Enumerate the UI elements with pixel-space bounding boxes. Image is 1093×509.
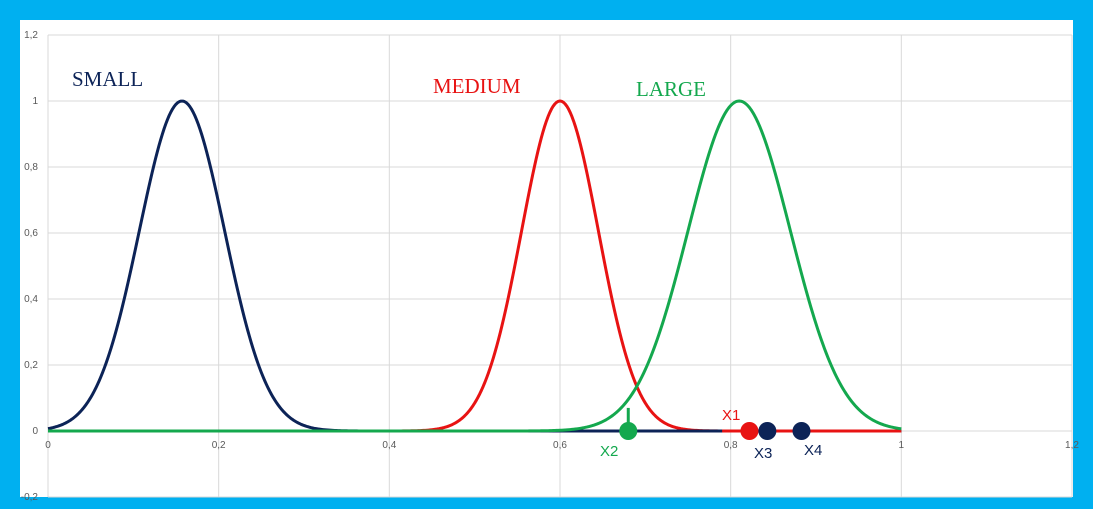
x-tick-label: 0,8 bbox=[724, 440, 738, 451]
y-tick-label: 0,2 bbox=[24, 360, 38, 371]
y-tick-label: -0,2 bbox=[21, 492, 39, 503]
y-tick-label: 1,2 bbox=[24, 30, 38, 41]
x-tick-label: 0,2 bbox=[212, 440, 226, 451]
point-label-x3: X3 bbox=[754, 445, 772, 462]
point-x3 bbox=[758, 422, 777, 440]
series-line-large bbox=[48, 99, 902, 433]
x-tick-label: 0,4 bbox=[382, 440, 396, 451]
series-label-medium: MEDIUM bbox=[433, 74, 521, 98]
point-x1 bbox=[740, 422, 759, 440]
y-tick-label: 1 bbox=[32, 96, 38, 107]
tick-labels: -0,2 0 0,2 0,4 0,6 0,8 1 1,2 0 0,2 0,4 0,6 0,8 1 1,2 bbox=[21, 30, 1080, 503]
point-label-x4: X4 bbox=[804, 442, 822, 459]
point-x4 bbox=[792, 422, 811, 440]
series-label-large: LARGE bbox=[636, 77, 706, 101]
y-tick-label: 0 bbox=[32, 426, 38, 437]
y-tick-label: 0,8 bbox=[24, 162, 38, 173]
point-label-x2: X2 bbox=[600, 443, 618, 460]
x-tick-label: 0,6 bbox=[553, 440, 567, 451]
x-tick-label: 0 bbox=[45, 440, 51, 451]
y-tick-label: 0,4 bbox=[24, 294, 38, 305]
x-tick-label: 1 bbox=[899, 440, 905, 451]
plot-area bbox=[20, 20, 1073, 497]
y-tick-label: 0,6 bbox=[24, 228, 38, 239]
point-label-x1: X1 bbox=[722, 407, 740, 424]
x-tick-label: 1,2 bbox=[1065, 440, 1079, 451]
points-group bbox=[619, 422, 811, 440]
series-label-small: SMALL bbox=[72, 67, 143, 91]
labels-group: SMALL MEDIUM LARGE X1 X2 X3 X4 bbox=[72, 67, 822, 462]
point-x2 bbox=[619, 422, 638, 440]
